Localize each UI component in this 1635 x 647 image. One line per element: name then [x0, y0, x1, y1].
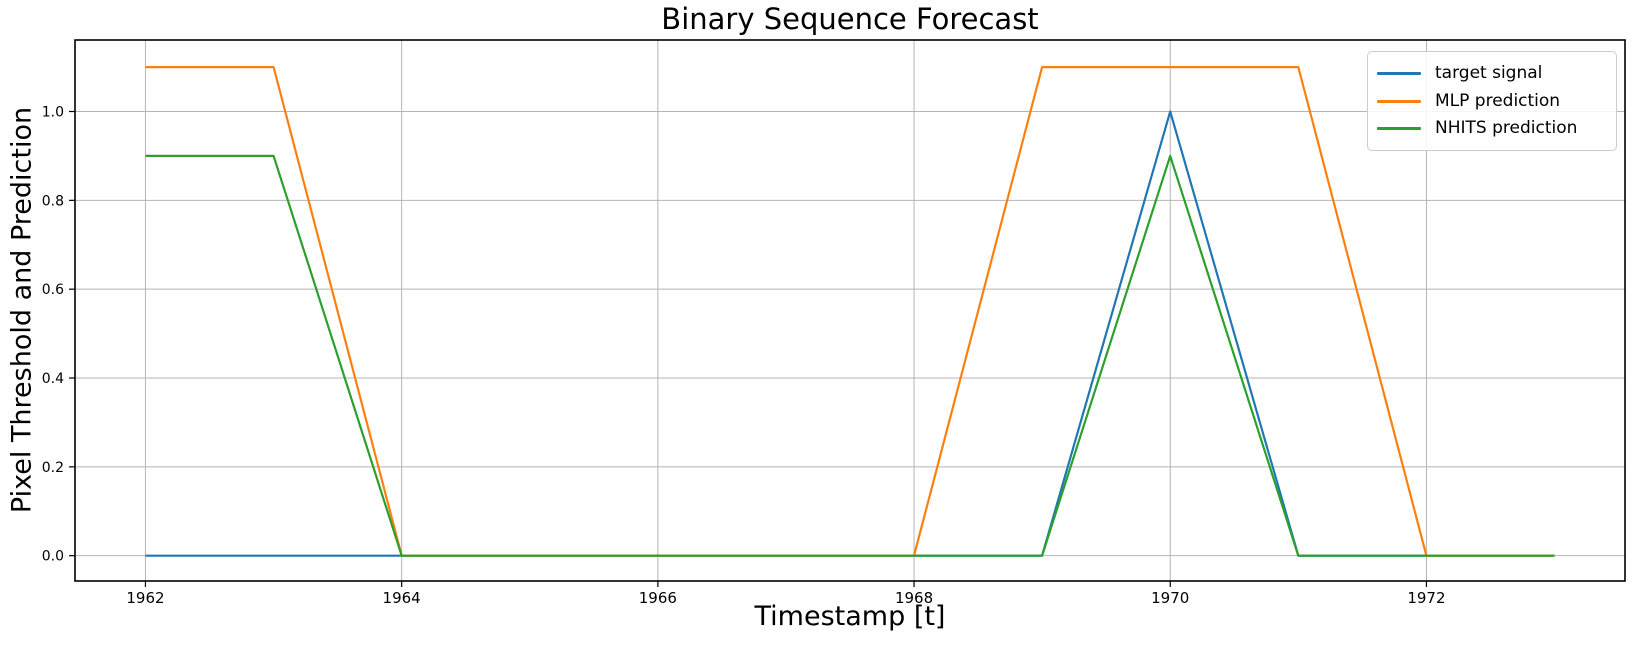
legend-item-nhits-prediction: NHITS prediction [1377, 115, 1606, 142]
series-line-MLP-prediction [145, 65, 1555, 557]
x-tick-label: 1966 [639, 589, 677, 607]
y-tick-label: 0.0 [42, 549, 64, 565]
axes-border [74, 39, 1626, 582]
legend-line-swatch [1377, 127, 1421, 130]
x-tick-label: 1962 [126, 589, 164, 607]
y-tick-label: 0.2 [42, 460, 64, 476]
x-tick-label: 1972 [1407, 589, 1445, 607]
legend-item-target-signal: target signal [1377, 60, 1606, 87]
legend-line-swatch [1377, 99, 1421, 103]
x-axis-label: Timestamp [t] [754, 601, 946, 632]
y-tick-label: 0.8 [42, 193, 64, 209]
y-tick-label: 1.0 [42, 105, 64, 121]
x-tick-label: 1968 [895, 589, 933, 607]
y-tick-label: 0.6 [42, 282, 64, 298]
legend-item-mlp-prediction: MLP prediction [1377, 88, 1606, 115]
series-line-target-signal [145, 110, 1555, 557]
x-tick-label: 1964 [383, 589, 421, 607]
legend-line-swatch [1377, 72, 1421, 75]
y-axis-label: Pixel Threshold and Prediction [6, 106, 38, 514]
legend-label: NHITS prediction [1435, 118, 1578, 138]
series-line-NHITS-prediction [145, 154, 1555, 557]
x-tick-label: 1970 [1151, 589, 1189, 607]
legend-label: MLP prediction [1435, 90, 1561, 111]
chart-title: Binary Sequence Forecast [661, 2, 1039, 36]
legend: target signal MLP prediction NHITS predi… [1367, 51, 1617, 151]
y-tick-label: 0.4 [42, 371, 64, 387]
legend-label: target signal [1435, 63, 1543, 83]
